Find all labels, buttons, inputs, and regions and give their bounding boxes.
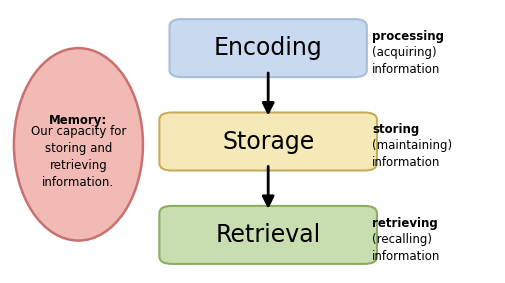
FancyBboxPatch shape: [169, 19, 366, 77]
Text: retrieving: retrieving: [371, 217, 437, 230]
Text: (maintaining)
information: (maintaining) information: [371, 139, 451, 169]
Ellipse shape: [14, 48, 143, 241]
Text: processing: processing: [371, 30, 443, 43]
Text: (recalling)
information: (recalling) information: [371, 233, 439, 263]
Text: Memory:: Memory:: [49, 114, 108, 127]
Text: Encoding: Encoding: [214, 36, 322, 60]
Text: Our capacity for
storing and
retrieving
information.: Our capacity for storing and retrieving …: [31, 125, 126, 189]
FancyBboxPatch shape: [159, 206, 376, 264]
Text: (acquiring)
information: (acquiring) information: [371, 46, 439, 76]
Text: storing: storing: [371, 123, 418, 136]
FancyBboxPatch shape: [159, 112, 376, 170]
Text: Storage: Storage: [222, 130, 314, 153]
Text: Retrieval: Retrieval: [215, 223, 320, 247]
